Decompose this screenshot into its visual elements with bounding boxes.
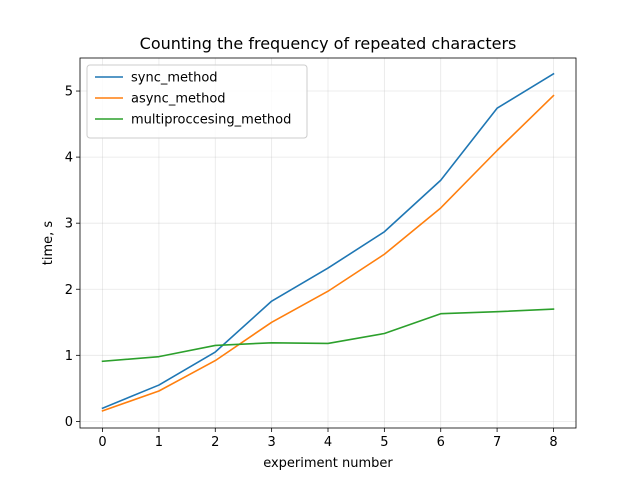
x-tick-label: 3 — [267, 435, 275, 450]
x-axis-label: experiment number — [263, 456, 393, 471]
axis-ticks: 0 1 2 3 4 5 6 7 8 0 1 2 3 4 5 — [65, 85, 558, 450]
y-tick-label: 2 — [65, 283, 73, 298]
y-tick-label: 0 — [65, 415, 73, 430]
series-group — [101, 72, 555, 412]
x-tick-label: 7 — [493, 435, 501, 450]
series-line-sync_method — [101, 72, 555, 410]
legend-box — [86, 64, 308, 139]
x-tick-label: 4 — [324, 435, 332, 450]
x-tick-label: 8 — [549, 435, 557, 450]
y-tick-label: 5 — [65, 85, 73, 100]
y-tick-label: 4 — [65, 151, 73, 166]
y-tick-label: 1 — [65, 349, 73, 364]
chart-title: Counting the frequency of repeated chara… — [140, 34, 517, 53]
legend: sync_method async_method multiproccesing_m… — [86, 64, 308, 139]
x-tick-label: 5 — [380, 435, 388, 450]
x-tick-label: 6 — [437, 435, 445, 450]
y-tick-label: 3 — [65, 217, 73, 232]
x-tick-label: 0 — [98, 435, 106, 450]
legend-label: sync_method — [131, 71, 218, 86]
series-line-async_method — [101, 94, 555, 412]
legend-label: multiproccesing_method — [131, 113, 291, 128]
x-tick-label: 2 — [211, 435, 219, 450]
legend-label: async_method — [131, 92, 226, 107]
series-line-multiproccesing_method — [101, 308, 555, 363]
x-tick-label: 1 — [155, 435, 163, 450]
y-axis-label: time, s — [41, 221, 56, 266]
